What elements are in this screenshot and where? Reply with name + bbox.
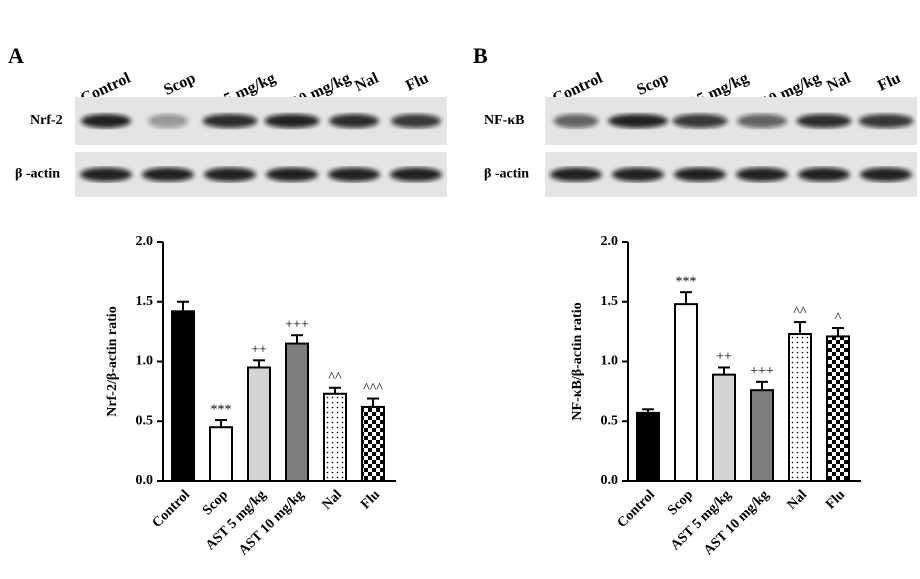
blot-band [796, 114, 852, 128]
lane-label: Flu [875, 70, 903, 95]
blot-band [736, 167, 788, 182]
significance-label: ^ [835, 310, 842, 325]
error-bar [329, 386, 341, 394]
y-tick-label: 1.5 [136, 294, 154, 309]
y-tick-label: 0.5 [136, 413, 154, 428]
significance-label: ^^ [328, 370, 342, 385]
error-bar [794, 321, 806, 335]
significance-label: ++ [251, 343, 267, 358]
significance-label: *** [211, 402, 232, 417]
blot-strip [545, 152, 917, 197]
blot-band [737, 114, 787, 128]
bar [788, 333, 812, 483]
y-tick-label: 1.0 [601, 354, 619, 369]
x-tick-label: Nal [320, 487, 346, 513]
x-tick-label: Nal [785, 487, 811, 513]
error-bar [756, 380, 768, 391]
significance-label: ++ [716, 350, 732, 365]
blot-band [202, 114, 258, 128]
error-bar [718, 366, 730, 375]
lane-label: Nal [824, 69, 853, 95]
blot-band [390, 167, 442, 182]
bar [674, 303, 698, 483]
blot-strip [75, 97, 447, 145]
y-tick-label: 2.0 [601, 234, 619, 249]
blot-band [550, 167, 602, 182]
blot-band [798, 167, 850, 182]
bar [285, 342, 309, 483]
error-bar [642, 408, 654, 413]
lane-label: Scop [161, 70, 198, 99]
significance-label: +++ [285, 317, 309, 332]
panel-label: B [473, 43, 488, 68]
x-tick-label: Flu [358, 487, 383, 512]
blot-strip [545, 97, 917, 145]
lane-label: Flu [403, 70, 431, 95]
bar [171, 310, 195, 482]
y-tick-label: 2.0 [136, 234, 154, 249]
blot-band [329, 114, 379, 128]
significance-label: *** [676, 274, 697, 289]
x-tick-label: Scop [665, 487, 696, 518]
blot-band [553, 114, 599, 128]
y-axis-label: Nrf-2/β-actin ratio [105, 306, 120, 416]
blot-band [264, 114, 320, 128]
x-tick-label: Control [150, 487, 194, 531]
lane-label: Nal [352, 69, 381, 95]
blot-band [266, 167, 318, 182]
bar [750, 389, 774, 482]
bar [209, 426, 233, 483]
blot-band [391, 114, 441, 128]
blot-band [672, 114, 728, 128]
bar [826, 335, 850, 482]
x-tick-label: Flu [823, 487, 848, 512]
error-bar [177, 300, 189, 312]
y-axis-label: NF-κB/β-actin ratio [570, 302, 585, 420]
significance-label: ^^ [793, 304, 807, 319]
blot-row-label: β -actin [484, 167, 529, 182]
blot-band [80, 167, 132, 182]
error-bar [367, 397, 379, 407]
y-tick-label: 1.5 [601, 294, 619, 309]
blot-band [328, 167, 380, 182]
significance-label: ^^^ [363, 381, 383, 396]
y-tick-label: 0.5 [601, 413, 619, 428]
y-tick-label: 0.0 [136, 473, 154, 488]
blot-row-label: NF-κB [484, 113, 524, 128]
y-tick-label: 1.0 [136, 354, 154, 369]
error-bar [215, 419, 227, 428]
blot-band [858, 114, 914, 128]
blot-strip [75, 152, 447, 197]
blot-band [860, 167, 912, 182]
blot-band [81, 114, 131, 128]
error-bar [680, 291, 692, 305]
bar [323, 392, 347, 483]
y-tick-label: 0.0 [601, 473, 619, 488]
blot-band [204, 167, 256, 182]
blot-band [142, 167, 194, 182]
bar [636, 411, 660, 483]
blot-row-label: Nrf-2 [30, 113, 63, 128]
panel-label: A [8, 43, 24, 68]
x-tick-label: Scop [200, 487, 231, 518]
x-tick-label: Control [615, 487, 659, 531]
error-bar [253, 359, 265, 368]
significance-label: +++ [750, 364, 774, 379]
blot-row-label: β -actin [15, 167, 60, 182]
bar [361, 405, 385, 482]
error-bar [291, 334, 303, 344]
error-bar [832, 327, 844, 337]
blot-band [148, 114, 188, 128]
lane-label: Scop [634, 70, 671, 99]
bar [712, 373, 736, 482]
blot-band [608, 114, 668, 128]
blot-band [674, 167, 726, 182]
bar [247, 366, 271, 483]
blot-band [612, 167, 664, 182]
